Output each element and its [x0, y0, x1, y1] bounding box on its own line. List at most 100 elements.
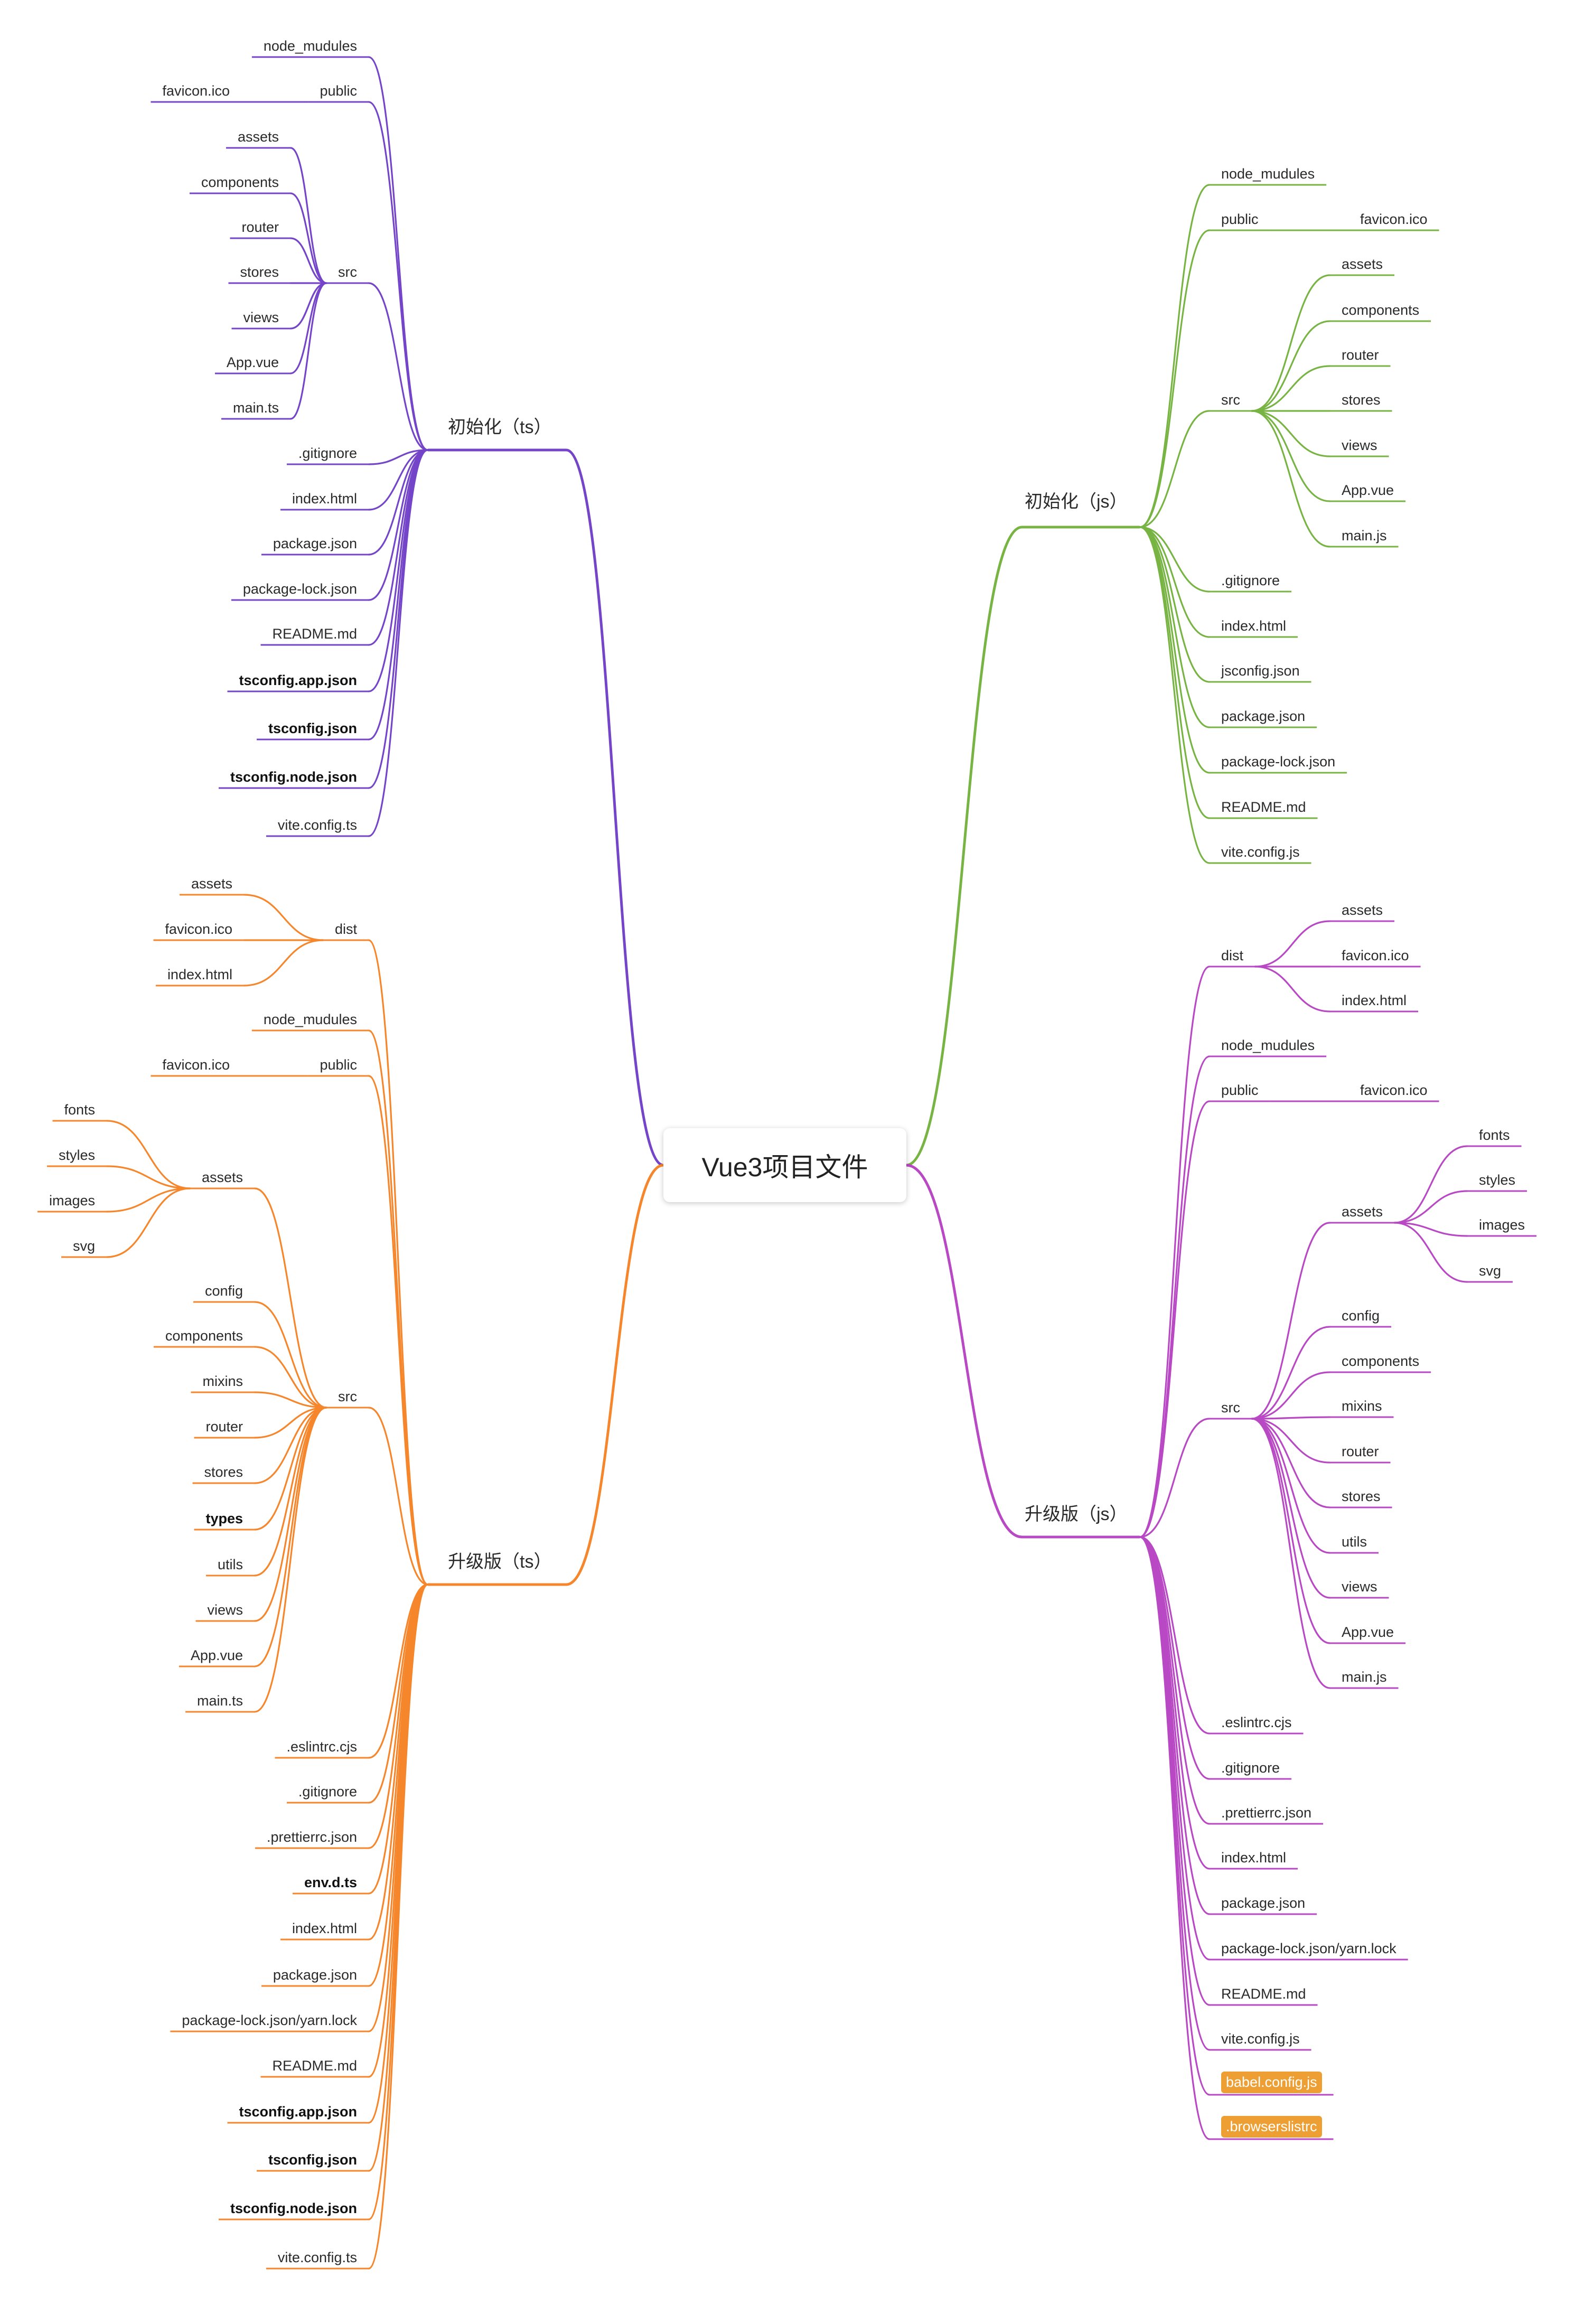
- node-gitignore[interactable]: .gitignore: [298, 1784, 357, 1800]
- node-views[interactable]: views: [1342, 1579, 1377, 1595]
- node-assets[interactable]: assets: [237, 129, 279, 145]
- node-views[interactable]: views: [1342, 437, 1377, 453]
- node-tsconfig-json[interactable]: tsconfig.json: [268, 720, 357, 736]
- node-package-json[interactable]: package.json: [273, 536, 357, 551]
- node-readme-md[interactable]: README.md: [1221, 1986, 1306, 2002]
- node-assets[interactable]: assets: [201, 1169, 243, 1185]
- node-router[interactable]: router: [205, 1419, 243, 1435]
- node-vite-config-ts[interactable]: vite.config.ts: [277, 817, 357, 833]
- node-gitignore[interactable]: .gitignore: [1221, 573, 1280, 588]
- node-gitignore[interactable]: .gitignore: [1221, 1760, 1280, 1776]
- node-favicon-ico[interactable]: favicon.ico: [1360, 211, 1428, 227]
- node-assets[interactable]: assets: [191, 876, 232, 892]
- node-readme-md[interactable]: README.md: [272, 2058, 357, 2074]
- node-types[interactable]: types: [205, 1511, 243, 1526]
- node-components[interactable]: components: [201, 174, 279, 190]
- node-utils[interactable]: utils: [217, 1557, 243, 1572]
- node-package-lock-json-yarn-lock[interactable]: package-lock.json/yarn.lock: [1221, 1941, 1396, 1956]
- node-vite-config-ts[interactable]: vite.config.ts: [277, 2250, 357, 2265]
- node-public[interactable]: public: [1221, 211, 1259, 227]
- node-public[interactable]: public: [320, 83, 357, 99]
- branch-right-1[interactable]: 初始化（js）: [1025, 492, 1128, 512]
- node-utils[interactable]: utils: [1342, 1534, 1367, 1550]
- node-tsconfig-json[interactable]: tsconfig.json: [268, 2152, 357, 2168]
- branch-right-3[interactable]: 升级版（js）: [1025, 1504, 1128, 1524]
- node-favicon-ico[interactable]: favicon.ico: [162, 83, 230, 99]
- node-index-html[interactable]: index.html: [292, 1920, 357, 1936]
- node-main-js[interactable]: main.js: [1342, 1669, 1387, 1685]
- node-main-ts[interactable]: main.ts: [232, 400, 279, 416]
- node-browserslistrc[interactable]: .browserslistrc: [1221, 2116, 1322, 2138]
- node-tsconfig-app-json[interactable]: tsconfig.app.json: [239, 672, 357, 688]
- node-prettierrc-json[interactable]: .prettierrc.json: [1221, 1805, 1312, 1821]
- branch-left-2[interactable]: 升级版（ts）: [448, 1552, 552, 1572]
- node-package-lock-json[interactable]: package-lock.json: [1221, 754, 1336, 770]
- node-config[interactable]: config: [204, 1283, 243, 1299]
- node-src[interactable]: src: [1221, 392, 1240, 408]
- node-jsconfig-json[interactable]: jsconfig.json: [1221, 663, 1300, 679]
- node-tsconfig-node-json[interactable]: tsconfig.node.json: [230, 2200, 357, 2216]
- node-package-lock-json-yarn-lock[interactable]: package-lock.json/yarn.lock: [182, 2012, 357, 2028]
- node-images[interactable]: images: [49, 1193, 95, 1208]
- node-favicon-ico[interactable]: favicon.ico: [1360, 1082, 1428, 1098]
- node-dist[interactable]: dist: [334, 921, 357, 937]
- node-index-html[interactable]: index.html: [1221, 618, 1287, 634]
- node-app-vue[interactable]: App.vue: [1342, 482, 1394, 498]
- node-package-json[interactable]: package.json: [1221, 1895, 1306, 1911]
- node-components[interactable]: components: [1342, 1353, 1420, 1369]
- branch-left-0[interactable]: 初始化（ts）: [448, 417, 552, 437]
- node-prettierrc-json[interactable]: .prettierrc.json: [266, 1829, 357, 1845]
- node-eslintrc-cjs[interactable]: .eslintrc.cjs: [286, 1739, 357, 1755]
- node-views[interactable]: views: [243, 310, 279, 325]
- node-app-vue[interactable]: App.vue: [1342, 1624, 1394, 1640]
- node-stores[interactable]: stores: [1342, 392, 1381, 408]
- node-router[interactable]: router: [241, 219, 279, 235]
- node-gitignore[interactable]: .gitignore: [298, 445, 357, 461]
- node-assets[interactable]: assets: [1342, 256, 1383, 272]
- node-views[interactable]: views: [207, 1602, 243, 1618]
- node-env-d-ts[interactable]: env.d.ts: [304, 1875, 357, 1890]
- node-assets[interactable]: assets: [1342, 902, 1383, 918]
- node-mixins[interactable]: mixins: [202, 1373, 243, 1389]
- node-package-lock-json[interactable]: package-lock.json: [242, 581, 357, 597]
- node-index-html[interactable]: index.html: [292, 491, 357, 507]
- node-mixins[interactable]: mixins: [1342, 1398, 1382, 1414]
- node-babel-config-js[interactable]: babel.config.js: [1221, 2072, 1322, 2093]
- node-app-vue[interactable]: App.vue: [226, 354, 279, 370]
- node-router[interactable]: router: [1342, 347, 1379, 363]
- node-styles[interactable]: styles: [58, 1147, 95, 1163]
- node-readme-md[interactable]: README.md: [272, 626, 357, 642]
- node-index-html[interactable]: index.html: [1221, 1850, 1287, 1866]
- node-main-js[interactable]: main.js: [1342, 528, 1387, 543]
- node-stores[interactable]: stores: [1342, 1488, 1381, 1504]
- node-eslintrc-cjs[interactable]: .eslintrc.cjs: [1221, 1714, 1292, 1730]
- node-config[interactable]: config: [1342, 1308, 1380, 1324]
- node-favicon-ico[interactable]: favicon.ico: [1342, 948, 1409, 963]
- node-package-json[interactable]: package.json: [1221, 708, 1306, 724]
- node-src[interactable]: src: [338, 264, 357, 280]
- node-tsconfig-node-json[interactable]: tsconfig.node.json: [230, 769, 357, 785]
- node-node-mudules[interactable]: node_mudules: [1221, 166, 1315, 182]
- node-main-ts[interactable]: main.ts: [196, 1693, 243, 1709]
- node-readme-md[interactable]: README.md: [1221, 799, 1306, 815]
- node-assets[interactable]: assets: [1342, 1204, 1383, 1220]
- node-node-mudules[interactable]: node_mudules: [263, 1011, 357, 1027]
- node-components[interactable]: components: [165, 1328, 243, 1344]
- node-favicon-ico[interactable]: favicon.ico: [165, 921, 232, 937]
- node-tsconfig-app-json[interactable]: tsconfig.app.json: [239, 2104, 357, 2120]
- node-vite-config-js[interactable]: vite.config.js: [1221, 844, 1300, 860]
- node-index-html[interactable]: index.html: [167, 967, 232, 982]
- node-styles[interactable]: styles: [1479, 1172, 1516, 1188]
- node-svg[interactable]: svg: [1479, 1263, 1502, 1279]
- node-vite-config-js[interactable]: vite.config.js: [1221, 2031, 1300, 2047]
- node-package-json[interactable]: package.json: [273, 1967, 357, 1983]
- node-stores[interactable]: stores: [240, 264, 279, 280]
- node-router[interactable]: router: [1342, 1444, 1379, 1459]
- node-stores[interactable]: stores: [204, 1464, 243, 1480]
- node-src[interactable]: src: [338, 1389, 357, 1404]
- node-components[interactable]: components: [1342, 302, 1420, 318]
- node-fonts[interactable]: fonts: [64, 1102, 95, 1118]
- node-images[interactable]: images: [1479, 1217, 1525, 1233]
- root-node[interactable]: Vue3项目文件: [663, 1128, 906, 1202]
- node-fonts[interactable]: fonts: [1479, 1127, 1510, 1143]
